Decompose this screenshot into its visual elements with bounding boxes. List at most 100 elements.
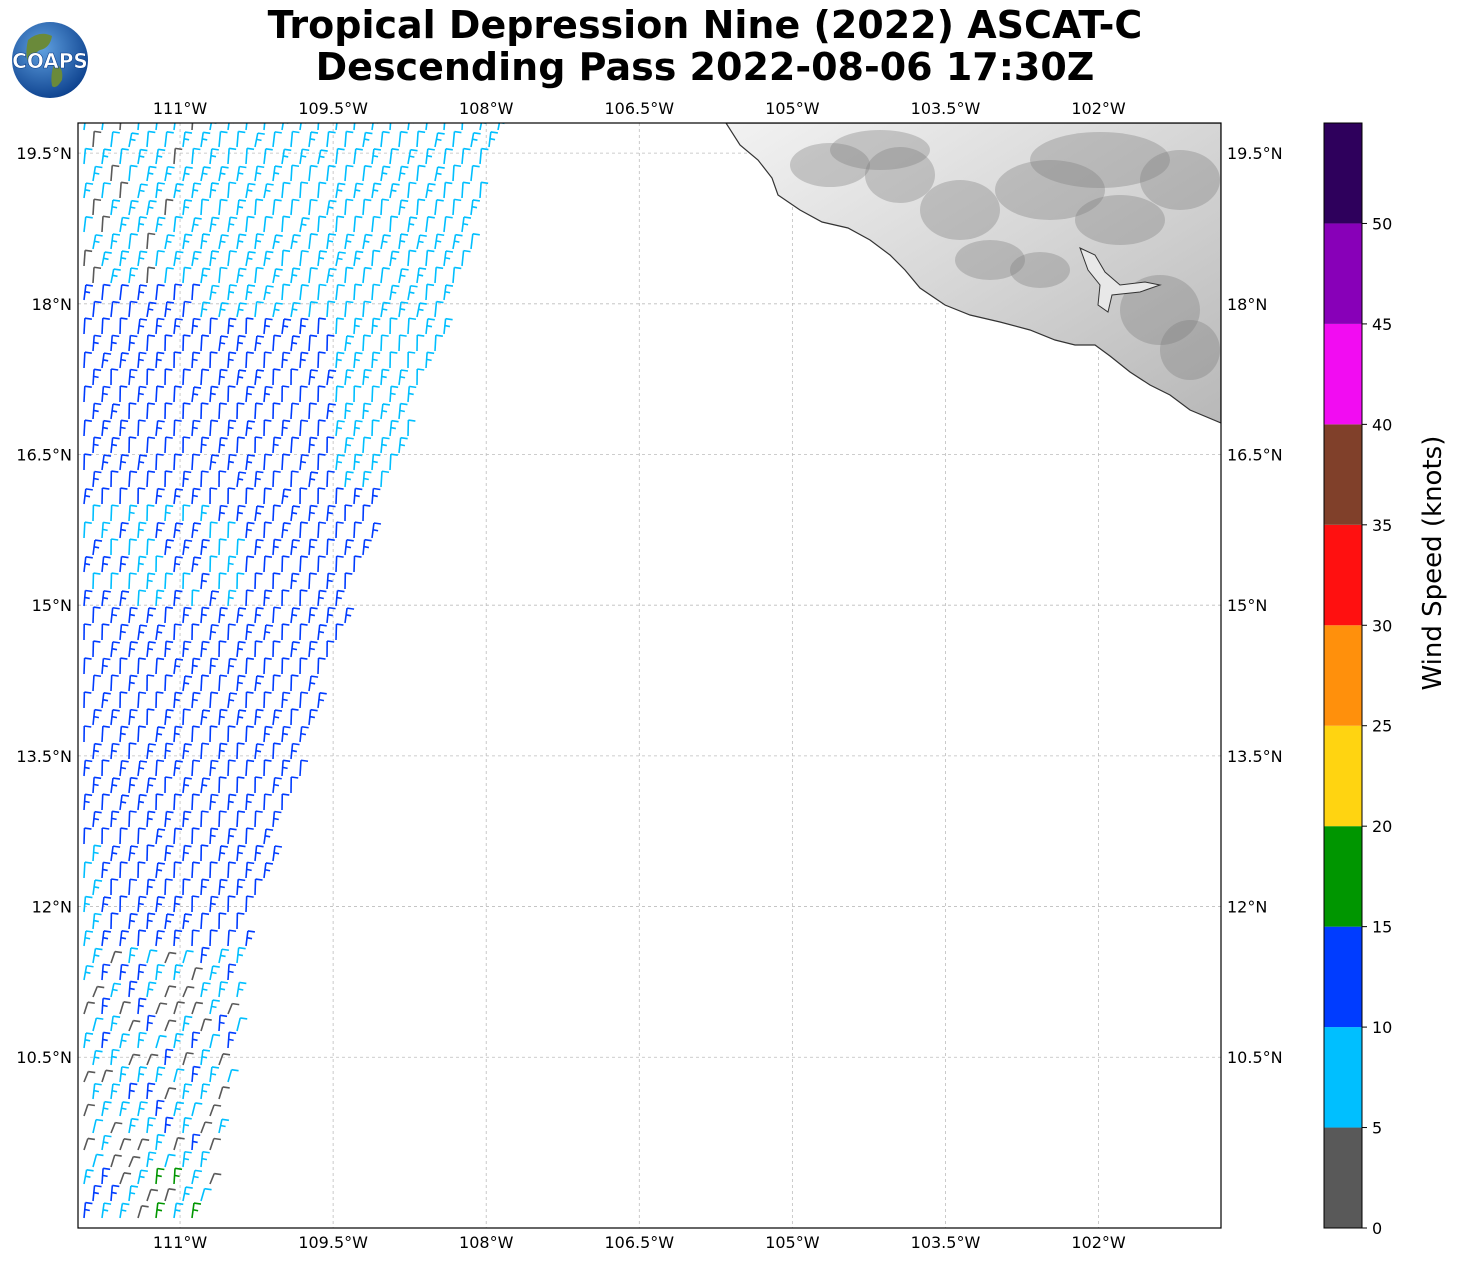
- wind-barb: [209, 419, 219, 437]
- wind-barb: [83, 861, 92, 879]
- wind-barb: [101, 251, 112, 267]
- wind-barb: [128, 470, 138, 488]
- wind-barb: [290, 674, 299, 692]
- wind-barb: [317, 181, 327, 199]
- terrain-shade: [1075, 195, 1165, 245]
- wind-barb: [146, 981, 157, 998]
- wind-barb: [299, 691, 309, 709]
- wind-barb: [227, 351, 237, 369]
- wind-barb: [155, 589, 165, 607]
- wind-barb: [182, 300, 192, 318]
- wind-barb: [209, 793, 219, 811]
- wind-barb: [200, 572, 210, 590]
- wind-barb: [110, 606, 120, 624]
- wind-barb: [146, 878, 156, 896]
- terrain-shade: [830, 130, 930, 170]
- wind-barb: [200, 470, 209, 488]
- wind-barb: [191, 1001, 203, 1015]
- wind-barb: [83, 1001, 95, 1015]
- wind-barb: [182, 334, 191, 352]
- wind-barb: [308, 266, 318, 284]
- wind-barb: [245, 351, 254, 369]
- wind-barb: [182, 742, 192, 760]
- wind-barb: [245, 215, 255, 233]
- wind-barb: [191, 1065, 201, 1083]
- wind-barb: [92, 572, 101, 590]
- wind-barb: [236, 878, 246, 896]
- wind-barb: [308, 334, 318, 352]
- wind-barb: [92, 198, 102, 216]
- wind-barb: [254, 300, 264, 318]
- wind-barb: [209, 965, 220, 981]
- wind-barb: [209, 521, 218, 539]
- axis-tick-labels: 111°W 111°W 109.5°W 109.5°W 108°W 108°W 106.5°…: [16, 99, 1282, 1252]
- wind-barb: [110, 368, 119, 386]
- wind-barb: [227, 589, 237, 607]
- wind-barb: [173, 793, 182, 811]
- wind-barb: [344, 266, 354, 284]
- wind-barb: [326, 334, 335, 352]
- wind-barb: [308, 675, 319, 692]
- wind-barb: [200, 436, 210, 454]
- wind-barb: [317, 419, 326, 437]
- wind-barb: [155, 123, 158, 131]
- wind-barb: [101, 283, 111, 301]
- wind-barb: [326, 300, 336, 318]
- wind-barb: [101, 385, 111, 403]
- wind-barb: [443, 284, 454, 301]
- wind-barb: [92, 130, 102, 148]
- wind-barb: [173, 1001, 185, 1015]
- wind-barb: [155, 1034, 167, 1049]
- wind-barb: [182, 1150, 192, 1168]
- wind-barb: [83, 964, 94, 981]
- wind-barb: [344, 607, 355, 624]
- wind-barb: [245, 182, 256, 199]
- colorbar-tick-label: 0: [1372, 1219, 1382, 1238]
- wind-barb: [299, 759, 309, 777]
- wind-barb: [83, 488, 93, 505]
- wind-barb: [227, 963, 237, 981]
- wind-barb: [101, 623, 110, 641]
- wind-barb: [119, 1101, 130, 1117]
- wind-barb: [146, 572, 156, 590]
- wind-barb: [281, 123, 289, 131]
- wind-barb: [146, 504, 155, 522]
- wind-barb: [173, 964, 183, 981]
- wind-barb: [182, 810, 192, 828]
- wind-barb: [200, 640, 210, 658]
- wind-barb: [119, 250, 130, 267]
- colorbar-tick-label: 40: [1372, 415, 1392, 434]
- wind-barb: [272, 302, 283, 318]
- wind-barb: [164, 708, 174, 726]
- wind-barb: [119, 930, 129, 947]
- wind-barb: [245, 827, 254, 845]
- wind-barb: [191, 967, 203, 981]
- wind-barb: [164, 640, 174, 658]
- wind-barb: [272, 268, 283, 284]
- wind-barb: [155, 487, 165, 505]
- wind-barb: [164, 572, 173, 590]
- wind-barb: [272, 674, 281, 692]
- wind-barb: [182, 436, 191, 454]
- wind-barb: [218, 302, 229, 318]
- wind-barb: [362, 334, 371, 352]
- wind-barb: [272, 742, 281, 760]
- wind-barb: [290, 505, 300, 522]
- wind-barb: [398, 268, 409, 284]
- wind-barb: [155, 929, 165, 947]
- wind-barb: [389, 284, 400, 301]
- wind-barb: [137, 385, 147, 403]
- wind-barb: [83, 793, 93, 811]
- top-lon-label: 111°W: [153, 99, 208, 118]
- wind-barb: [128, 1082, 138, 1100]
- wind-barb: [173, 1136, 185, 1151]
- wind-barb: [146, 470, 156, 488]
- wind-barb: [272, 776, 282, 794]
- wind-barb: [83, 123, 90, 131]
- wind-barb: [353, 419, 363, 437]
- wind-barb: [407, 284, 418, 301]
- wind-barb: [110, 845, 121, 862]
- wind-barb: [281, 793, 290, 811]
- wind-barb: [272, 234, 283, 250]
- wind-barb: [263, 691, 272, 709]
